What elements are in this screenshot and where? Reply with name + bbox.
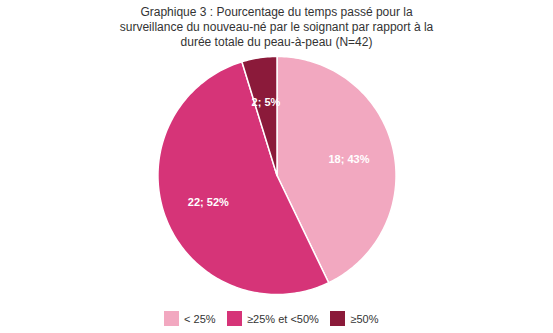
svg-text:18; 43%: 18; 43%: [328, 153, 369, 165]
html-text:< 25%: < 25%: [184, 312, 216, 325]
html-text:≥25% et <50%: ≥25% et <50%: [247, 312, 319, 325]
html-text:≥50%: ≥50%: [350, 312, 379, 325]
html-text:surveillance du nouveau-né par: surveillance du nouveau-né par le soigna…: [119, 20, 434, 34]
html-text:Graphique 3 : Pourcentage du t: Graphique 3 : Pourcentage du temps passé…: [140, 5, 413, 19]
svg-text:2; 5%: 2; 5%: [252, 96, 281, 108]
svg-text:22; 52%: 22; 52%: [188, 196, 229, 208]
html-text:durée totale du peau-à-peau (N: durée totale du peau-à-peau (N=42): [180, 35, 373, 49]
